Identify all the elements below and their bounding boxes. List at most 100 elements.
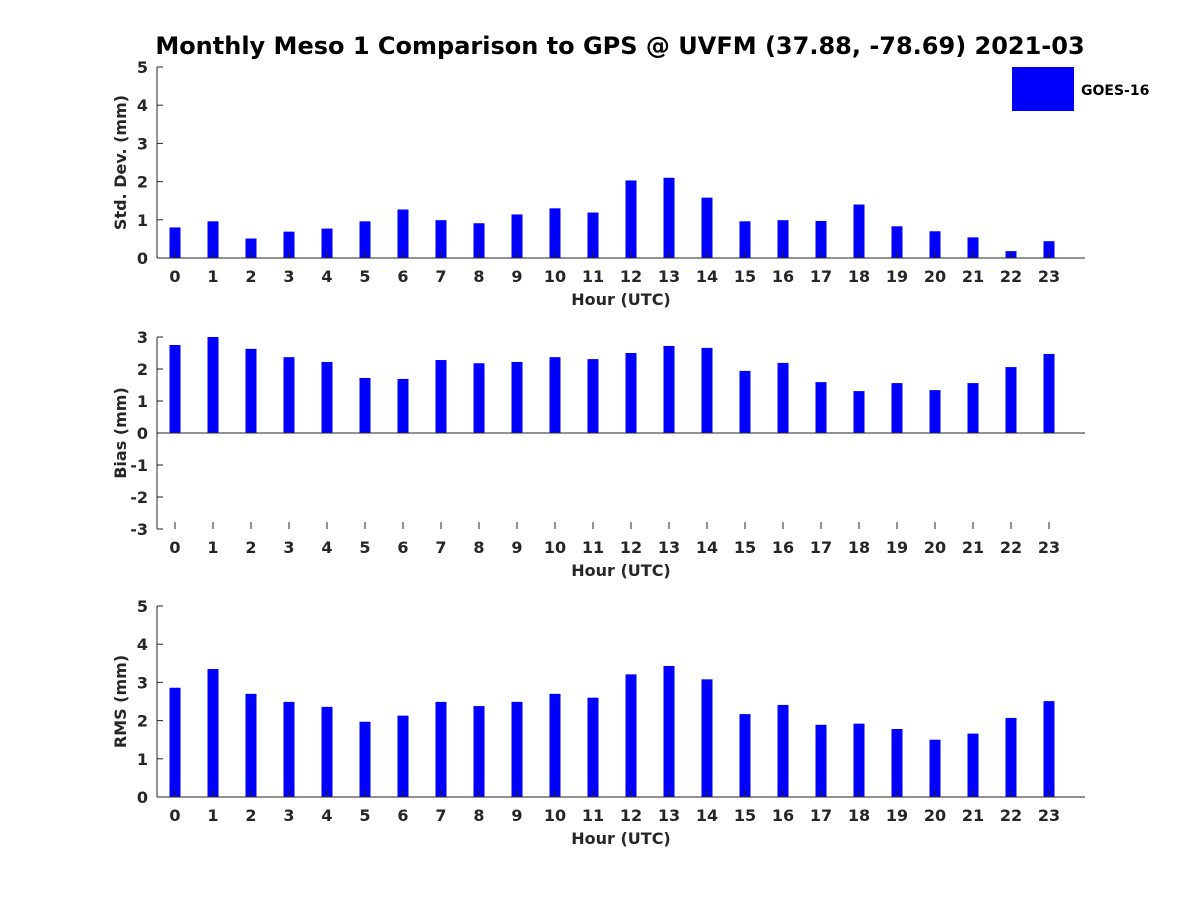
std-dev-xtick-label: 5 <box>359 267 370 286</box>
std-dev-xtick-label: 19 <box>886 267 908 286</box>
bias-xtick-label: 11 <box>582 538 604 557</box>
bias-ytick-label: 1 <box>137 392 148 411</box>
bias-xtick-label: 7 <box>435 538 446 557</box>
rms-xtick-label: 9 <box>511 806 522 825</box>
std-dev-xtick-label: 9 <box>511 267 522 286</box>
legend: GOES-16 <box>1012 67 1149 111</box>
rms-xtick-label: 8 <box>473 806 484 825</box>
std-dev-xtick-label: 12 <box>620 267 642 286</box>
std-dev-bar-21 <box>967 237 979 258</box>
bias-xtick-label: 23 <box>1038 538 1060 557</box>
rms-bar-11 <box>587 697 599 797</box>
rms-xtick-label: 20 <box>924 806 946 825</box>
rms-xtick-label: 7 <box>435 806 446 825</box>
std-dev-bar-7 <box>435 220 447 258</box>
rms-xtick-label: 2 <box>245 806 256 825</box>
bias-xtick-label: 5 <box>359 538 370 557</box>
chart-title: Monthly Meso 1 Comparison to GPS @ UVFM … <box>155 32 1084 60</box>
std-dev-xtick-label: 16 <box>772 267 794 286</box>
std-dev-bar-17 <box>815 220 827 258</box>
std-dev-xtick-label: 0 <box>169 267 180 286</box>
std-dev-bar-4 <box>321 228 333 258</box>
std-dev-bar-5 <box>359 221 371 258</box>
rms-bar-6 <box>397 715 409 797</box>
bias-bar-12 <box>625 353 637 433</box>
std-dev-bar-15 <box>739 221 751 258</box>
std-dev-bar-16 <box>777 220 789 258</box>
bias-bar-7 <box>435 360 447 433</box>
rms-xtick-label: 23 <box>1038 806 1060 825</box>
rms-xtick-label: 11 <box>582 806 604 825</box>
std-dev-bar-6 <box>397 209 409 258</box>
std-dev-bar-11 <box>587 212 599 258</box>
std-dev-ytick-label: 2 <box>137 173 148 192</box>
std-dev-xtick-label: 17 <box>810 267 832 286</box>
std-dev-xtick-label: 18 <box>848 267 870 286</box>
bias-bar-8 <box>473 363 485 433</box>
bias-xtick-label: 0 <box>169 538 180 557</box>
std-dev-bar-18 <box>853 204 865 258</box>
bias-bar-18 <box>853 391 865 433</box>
rms-xtick-label: 21 <box>962 806 984 825</box>
rms-xtick-label: 3 <box>283 806 294 825</box>
rms-bar-0 <box>169 687 181 797</box>
legend-label: GOES-16 <box>1081 83 1149 99</box>
bias-bar-23 <box>1043 353 1055 433</box>
std-dev-bar-23 <box>1043 241 1055 258</box>
rms-bar-21 <box>967 733 979 797</box>
std-dev-bar-12 <box>625 180 637 258</box>
std-dev-ytick-label: 4 <box>137 96 148 115</box>
rms-bar-13 <box>663 665 675 797</box>
std-dev-xtick-label: 10 <box>544 267 566 286</box>
rms-ytick-label: 4 <box>137 635 148 654</box>
rms-ytick-label: 3 <box>137 673 148 692</box>
bias-xtick-label: 21 <box>962 538 984 557</box>
rms-x-axis-label: Hour (UTC) <box>571 829 671 848</box>
rms-bar-15 <box>739 714 751 797</box>
rms-bar-20 <box>929 739 941 797</box>
std-dev-xtick-label: 1 <box>207 267 218 286</box>
rms-xtick-label: 14 <box>696 806 718 825</box>
rms-bar-14 <box>701 679 713 797</box>
bias-xtick-label: 10 <box>544 538 566 557</box>
bias-bar-21 <box>967 383 979 433</box>
bias-x-axis-label: Hour (UTC) <box>571 561 671 580</box>
rms-xtick-label: 16 <box>772 806 794 825</box>
rms-bar-4 <box>321 706 333 797</box>
std-dev-bar-9 <box>511 214 523 258</box>
std-dev-xtick-label: 3 <box>283 267 294 286</box>
bias-bar-6 <box>397 378 409 433</box>
rms-xtick-label: 5 <box>359 806 370 825</box>
bias-bar-14 <box>701 347 713 433</box>
bias-bar-1 <box>207 337 219 433</box>
rms-xtick-label: 19 <box>886 806 908 825</box>
bias-bar-3 <box>283 357 295 433</box>
rms-xtick-label: 4 <box>321 806 332 825</box>
std-dev-xtick-label: 23 <box>1038 267 1060 286</box>
rms-bar-8 <box>473 706 485 797</box>
bias-ytick-label: 0 <box>137 424 148 443</box>
bias-xtick-label: 12 <box>620 538 642 557</box>
bias-bar-17 <box>815 382 827 433</box>
bias-xtick-label: 16 <box>772 538 794 557</box>
std-dev-bar-3 <box>283 231 295 258</box>
bias-bar-22 <box>1005 367 1017 433</box>
bias-xtick-label: 8 <box>473 538 484 557</box>
rms-bar-7 <box>435 701 447 797</box>
rms-bar-19 <box>891 729 903 797</box>
std-dev-bar-0 <box>169 227 181 258</box>
bias-ytick-label: -1 <box>130 456 148 475</box>
rms-bar-12 <box>625 674 637 797</box>
rms-y-axis-label: RMS (mm) <box>111 655 130 748</box>
std-dev-x-axis-label: Hour (UTC) <box>571 290 671 309</box>
bias-bar-13 <box>663 345 675 433</box>
bias-xtick-label: 19 <box>886 538 908 557</box>
bias-bar-0 <box>169 345 181 433</box>
bias-xtick-label: 1 <box>207 538 218 557</box>
rms-xtick-label: 6 <box>397 806 408 825</box>
rms-ytick-label: 0 <box>137 788 148 807</box>
bias-bar-11 <box>587 359 599 433</box>
rms-xtick-label: 12 <box>620 806 642 825</box>
